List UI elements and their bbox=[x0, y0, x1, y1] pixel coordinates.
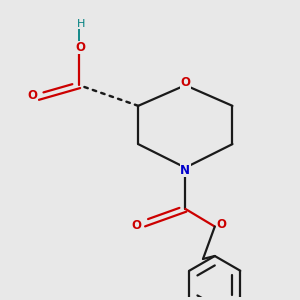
Text: O: O bbox=[76, 41, 86, 54]
Text: O: O bbox=[132, 219, 142, 232]
Text: O: O bbox=[180, 76, 190, 89]
Text: H: H bbox=[76, 19, 85, 29]
Text: N: N bbox=[180, 164, 190, 176]
Text: O: O bbox=[28, 89, 38, 102]
Text: O: O bbox=[216, 218, 226, 231]
